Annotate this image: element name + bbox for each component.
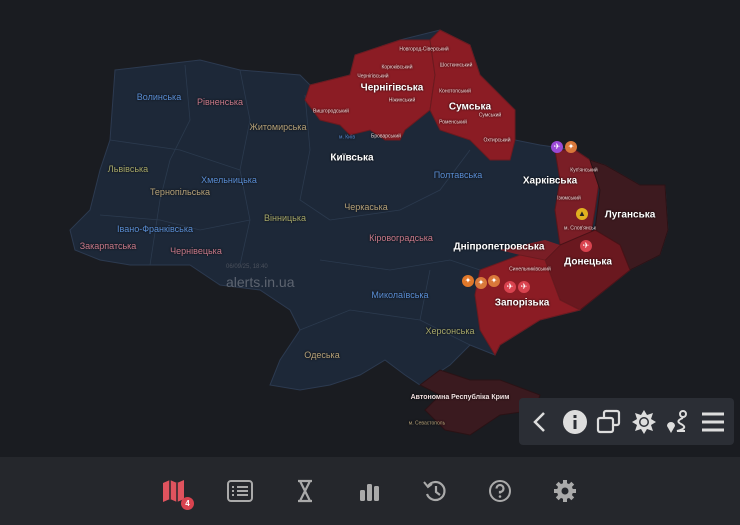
raion-brovary: Броварський	[371, 133, 401, 140]
label-zaporizhzhia: Запорізька	[494, 297, 550, 309]
label-vinnytsia: Вінницька	[264, 213, 306, 224]
label-ternopil: Тернопільська	[149, 187, 211, 198]
label-sevastopol: м. Севастополь	[408, 420, 446, 427]
label-kharkiv: Харківська	[522, 175, 578, 187]
raion-konotop: Конотопський	[439, 88, 471, 95]
map-alert-count-badge: 4	[181, 497, 194, 510]
label-donetsk: Донецька	[564, 256, 612, 268]
raion-synelnykove: Синельниківський	[509, 266, 551, 273]
label-mykolaiv: Миколаївська	[371, 290, 429, 301]
raion-romny: Роменський	[439, 119, 467, 126]
nav-settings[interactable]	[550, 476, 580, 506]
region-zaporizhzhia-alert[interactable]	[474, 254, 582, 357]
menu-button[interactable]	[698, 407, 728, 437]
nav-list[interactable]	[225, 476, 255, 506]
nav-help[interactable]	[485, 476, 515, 506]
watermark: alerts.in.ua	[226, 274, 295, 290]
route-icon	[667, 409, 688, 433]
region-kharkiv-alert[interactable]	[554, 149, 601, 246]
label-kyiv: Київська	[330, 152, 374, 164]
region-dnipro-partial-alert[interactable]	[500, 240, 560, 260]
drone-icon[interactable]: ✈	[551, 141, 563, 153]
raion-izium: Ізюмський	[557, 195, 581, 202]
aircraft-icon[interactable]: ✈	[504, 281, 516, 293]
label-khmelnytskyi: Хмельницька	[201, 175, 257, 186]
windows-button[interactable]	[594, 407, 624, 437]
fire-icon[interactable]: ▲	[576, 208, 588, 220]
raion-sumy: Сумський	[478, 112, 502, 119]
label-cherkasy: Черкаська	[344, 202, 388, 213]
label-chernihiv: Чернігівська	[360, 82, 424, 94]
label-kyiv-city: м. Київ	[339, 134, 355, 141]
label-lviv: Львівська	[107, 164, 149, 175]
raion-nizhyn: Ніжинський	[388, 97, 416, 104]
windows-icon	[597, 409, 621, 433]
help-icon	[489, 480, 511, 502]
raion-vyshhorod: Вишгородський	[313, 108, 349, 115]
map-timestamp: 06/09/25, 18:40	[226, 264, 268, 270]
info-icon	[562, 409, 587, 434]
aircraft-icon[interactable]: ✈	[580, 240, 592, 252]
label-kirovohrad: Кіровоградська	[369, 233, 433, 244]
nav-stats[interactable]	[355, 476, 385, 506]
alert-map[interactable]	[0, 0, 740, 457]
bottom-nav: 4	[0, 457, 740, 525]
nav-map[interactable]: 4	[160, 476, 194, 510]
raion-novhorod: Новгород-Сіверський	[399, 46, 449, 53]
raion-shostka: Шосткинський	[439, 62, 473, 69]
route-button[interactable]	[663, 407, 693, 437]
label-volyn: Волинська	[136, 92, 182, 103]
label-ivano-frankivsk: Івано-Франківська	[117, 224, 193, 235]
raion-koriukivka: Корюківський	[381, 64, 413, 71]
artillery-icon[interactable]: ✦	[475, 277, 487, 289]
hourglass-icon	[298, 479, 312, 503]
artillery-icon[interactable]: ✦	[488, 275, 500, 287]
label-kherson: Херсонська	[425, 326, 475, 337]
map-toolbar	[519, 398, 734, 445]
map-icon	[163, 480, 184, 502]
region-sumy-alert[interactable]	[429, 29, 516, 161]
region-luhansk-alert[interactable]	[589, 159, 669, 271]
label-odesa: Одеська	[304, 350, 340, 361]
theme-button[interactable]	[629, 407, 659, 437]
raion-sloviansk: м. Слов'янськ	[564, 225, 596, 232]
artillery-icon[interactable]: ✦	[565, 141, 577, 153]
nav-history[interactable]	[420, 476, 450, 506]
hamburger-icon	[701, 412, 724, 431]
chevron-left-icon	[533, 411, 546, 432]
sun-icon	[631, 409, 656, 434]
list-icon	[227, 480, 253, 502]
raion-chernihiv: Чернігівський	[357, 73, 389, 80]
region-chernihiv-alert[interactable]	[304, 39, 436, 141]
label-chernivtsi: Чернівецька	[170, 246, 222, 257]
label-zakarpattia: Закарпатська	[79, 241, 137, 252]
label-zhytomyr: Житомирська	[249, 122, 307, 133]
bar-chart-icon	[360, 484, 379, 501]
missile-icon[interactable]: ✈	[518, 281, 530, 293]
explosion-icon[interactable]: ✦	[462, 275, 474, 287]
label-crimea: Автономна Республіка Крим	[410, 394, 510, 402]
label-luhansk: Луганська	[604, 209, 656, 221]
label-rivne: Рівненська	[196, 97, 244, 108]
raion-kupiansk: Куп'янський	[570, 167, 598, 174]
gear-icon	[554, 480, 576, 502]
label-poltava: Полтавська	[433, 170, 483, 181]
back-button[interactable]	[525, 407, 555, 437]
label-dnipro: Дніпропетровська	[453, 241, 545, 253]
info-button[interactable]	[560, 407, 590, 437]
nav-timer[interactable]	[290, 476, 320, 506]
label-sumy: Сумська	[448, 101, 492, 113]
history-icon	[423, 480, 446, 502]
raion-okhtyrka: Охтирський	[483, 137, 511, 144]
region-crimea[interactable]	[419, 369, 541, 436]
